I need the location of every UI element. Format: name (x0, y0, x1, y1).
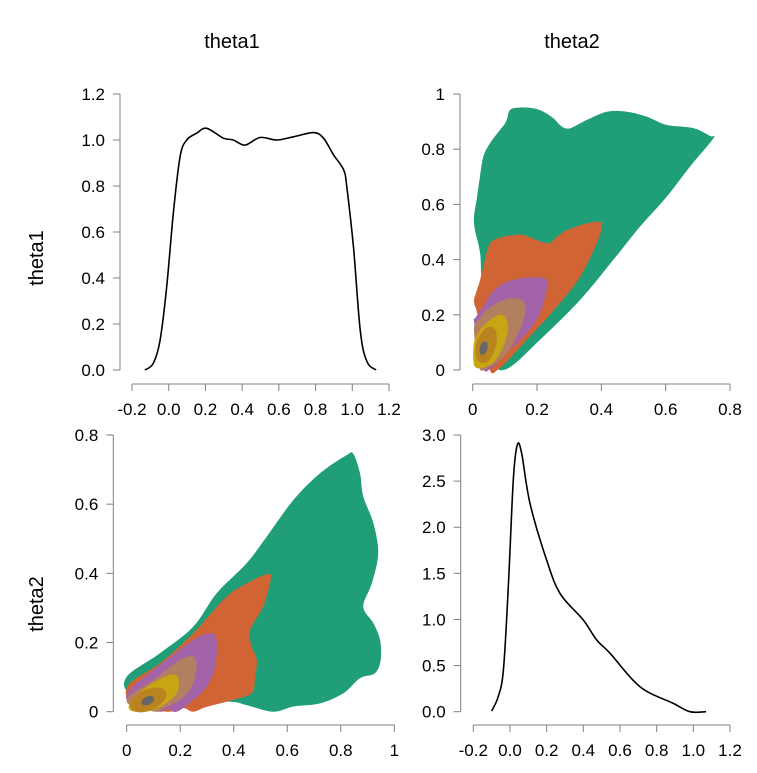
panel-theta1-vs-theta2-contour: 0 0.2 0.4 0.6 0.8 0 0.2 0.4 0.6 0.8 1 (75, 426, 399, 760)
x-tick-label: -0.2 (117, 400, 146, 419)
y-tick-label: 2.5 (422, 472, 446, 491)
panel-theta1-density: 0.0 0.2 0.4 0.6 0.8 1.0 1.2 -0.2 0.0 0.2 0.4 0.6 0.8… (81, 85, 400, 419)
row-label-theta1: theta1 (26, 230, 48, 286)
column-title-theta2: theta2 (544, 31, 600, 53)
y-tick-label: 1.2 (81, 85, 105, 104)
y-tick-label: 0.5 (422, 657, 446, 676)
x-tick-label: 0.8 (718, 400, 742, 419)
x-tick-label: 0.6 (654, 400, 678, 419)
y-tick-label: 0.0 (81, 361, 105, 380)
y-tick-label: 0 (436, 361, 445, 380)
x-tick-label: 0.0 (157, 400, 181, 419)
y-tick-label: 0.2 (81, 315, 105, 334)
x-tick-label: 1.0 (682, 741, 706, 760)
y-tick-label: 1.5 (422, 564, 446, 583)
y-tick-label: 0.6 (421, 195, 445, 214)
y-tick-label: 0.8 (75, 426, 99, 445)
x-tick-label: 0.4 (571, 741, 595, 760)
y-tick-label: 0.6 (81, 223, 105, 242)
y-tick-label: 1.0 (81, 131, 105, 150)
x-tick-label: 0.4 (590, 400, 614, 419)
x-tick-label: 0.4 (222, 741, 246, 760)
row-label-theta2: theta2 (26, 576, 48, 632)
x-tick-label: 0.6 (267, 400, 291, 419)
y-tick-label: 2.0 (422, 518, 446, 537)
x-tick-label: 0.6 (275, 741, 299, 760)
x-tick-label: 0.2 (194, 400, 218, 419)
y-tick-label: 0.4 (421, 251, 445, 270)
x-tick-label: 1.2 (718, 741, 742, 760)
x-tick-label: 1.2 (377, 400, 401, 419)
x-tick-label: 0 (468, 400, 477, 419)
y-tick-label: 0.2 (421, 306, 445, 325)
y-tick-label: 0.8 (81, 177, 105, 196)
column-title-theta1: theta1 (204, 31, 260, 53)
y-tick-label: 1.0 (422, 610, 446, 629)
x-tick-label: 1 (390, 741, 399, 760)
y-tick-label: 0.4 (81, 269, 105, 288)
x-tick-label: 0.8 (329, 741, 353, 760)
x-tick-label: 0.6 (608, 741, 632, 760)
x-tick-label: -0.2 (459, 741, 488, 760)
x-tick-label: 0.8 (645, 741, 669, 760)
x-tick-label: 1.0 (340, 400, 364, 419)
x-tick-label: 0.2 (525, 400, 549, 419)
y-tick-label: 0.2 (75, 634, 99, 653)
y-tick-label: 0.4 (75, 564, 99, 583)
y-tick-label: 0.8 (421, 140, 445, 159)
density-curve (144, 127, 377, 371)
x-tick-label: 0.0 (498, 741, 522, 760)
panel-theta2-density: 0.0 0.5 1.0 1.5 2.0 2.5 3.0 -0.2 0.0 0.2 0.4 0.6 0.8… (422, 426, 742, 760)
x-tick-label: 0.2 (535, 741, 559, 760)
y-tick-label: 0 (89, 703, 98, 722)
x-tick-label: 0 (122, 741, 131, 760)
y-tick-label: 1 (436, 85, 445, 104)
x-tick-label: 0.4 (230, 400, 254, 419)
panel-theta2-vs-theta1-contour: 0 0.2 0.4 0.6 0.8 1 0 0.2 0.4 0.6 0.8 (421, 85, 741, 419)
x-tick-label: 0.2 (168, 741, 192, 760)
y-tick-label: 0.6 (75, 495, 99, 514)
contour-level-7 (141, 695, 155, 706)
contour-level-7 (479, 341, 488, 355)
density-curve (490, 442, 707, 714)
y-tick-label: 0.0 (422, 703, 446, 722)
y-tick-label: 3.0 (422, 426, 446, 445)
x-tick-label: 0.8 (304, 400, 328, 419)
